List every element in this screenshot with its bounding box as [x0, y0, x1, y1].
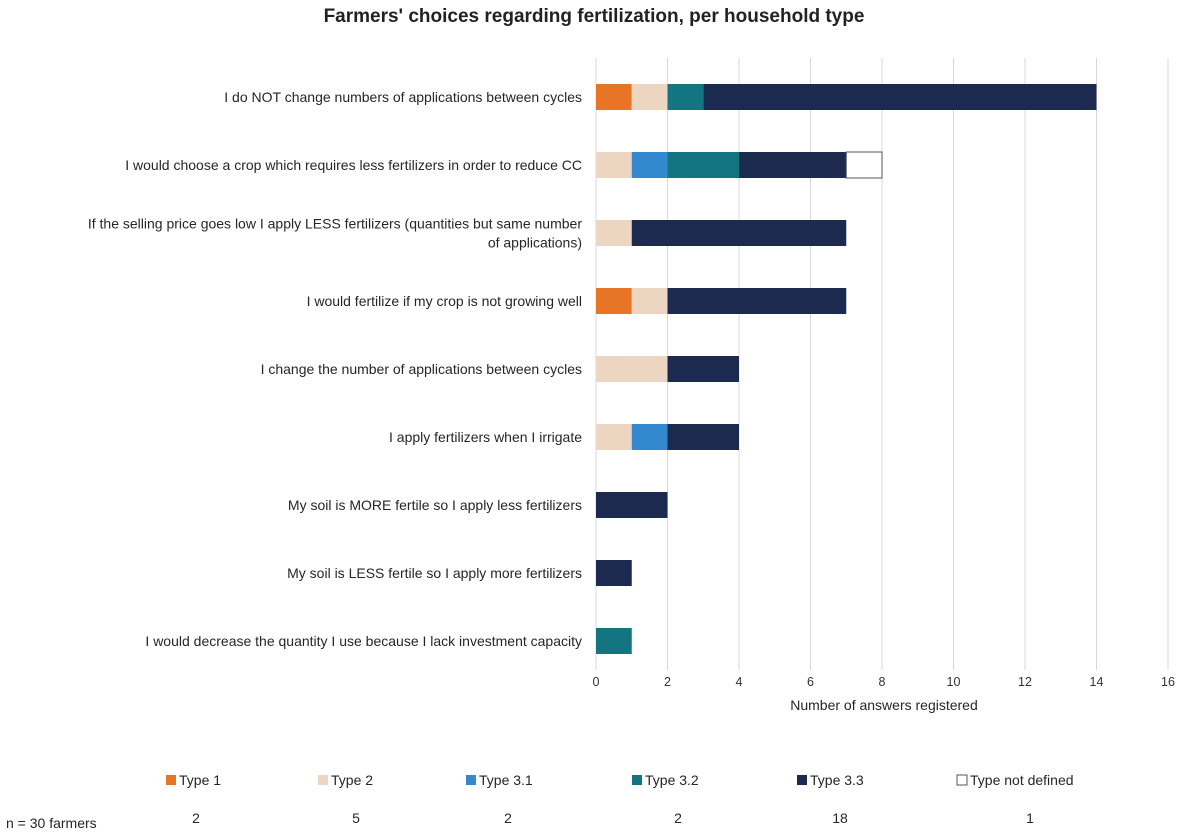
category-label: If the selling price goes low I apply LE…	[88, 216, 582, 232]
x-axis-title: Number of answers registered	[790, 697, 978, 713]
x-tick-label: 0	[593, 675, 600, 689]
legend-swatch	[318, 775, 328, 785]
bar-segment	[596, 84, 632, 110]
bar-segment	[667, 356, 739, 382]
bar-segment	[596, 288, 632, 314]
category-label: I apply fertilizers when I irrigate	[389, 429, 582, 445]
sample-count: 5	[352, 810, 360, 826]
bar-segment	[631, 424, 668, 450]
bar-segment	[739, 152, 847, 178]
legend-label: Type not defined	[970, 772, 1074, 788]
category-label: I would fertilize if my crop is not grow…	[307, 293, 582, 309]
chart-title: Farmers' choices regarding fertilization…	[323, 6, 865, 27]
bar-segment	[631, 84, 668, 110]
x-tick-label: 6	[807, 675, 814, 689]
bar-segment	[667, 288, 847, 314]
bar-segment	[596, 628, 632, 654]
sample-count: 2	[504, 810, 512, 826]
bar-segment	[596, 424, 632, 450]
sample-size-label: n = 30 farmers	[6, 815, 97, 831]
bars	[596, 84, 1097, 654]
bar-segment	[631, 220, 847, 246]
legend: Type 1 Type 2 Type 3.1 Type 3.2 Type 3.3 Type…	[166, 772, 1074, 788]
category-labels: I do NOT change numbers of applications …	[88, 89, 582, 649]
bar-segment	[631, 288, 668, 314]
x-tick-label: 4	[736, 675, 743, 689]
x-tick-label: 8	[879, 675, 886, 689]
legend-label: Type 3.2	[645, 772, 699, 788]
category-label: My soil is MORE fertile so I apply less …	[288, 497, 582, 513]
sample-count: 1	[1026, 810, 1034, 826]
category-label: I would decrease the quantity I use beca…	[145, 633, 582, 649]
bar-segment	[596, 356, 668, 382]
bar-segment	[667, 424, 739, 450]
legend-label: Type 3.3	[810, 772, 864, 788]
x-axis-ticks: 0 2 4 6 8 10 12 14 16	[593, 675, 1175, 689]
bar-segment	[667, 84, 704, 110]
bar-segment	[703, 84, 1097, 110]
legend-label: Type 2	[331, 772, 373, 788]
legend-swatch	[466, 775, 476, 785]
x-tick-label: 10	[947, 675, 961, 689]
legend-swatch	[166, 775, 176, 785]
x-tick-label: 14	[1090, 675, 1104, 689]
legend-label: Type 1	[179, 772, 221, 788]
x-tick-label: 12	[1018, 675, 1032, 689]
sample-counts: 2 5 2 2 18 1	[192, 810, 1034, 826]
bar-segment	[631, 152, 668, 178]
bar-segment	[596, 220, 632, 246]
category-label: My soil is LESS fertile so I apply more …	[287, 565, 582, 581]
bar-segment	[596, 560, 632, 586]
sample-count: 18	[832, 810, 848, 826]
category-label: I would choose a crop which requires les…	[125, 157, 582, 173]
category-label: I do NOT change numbers of applications …	[224, 89, 582, 105]
x-tick-label: 2	[664, 675, 671, 689]
category-label: I change the number of applications betw…	[261, 361, 582, 377]
x-tick-label: 16	[1161, 675, 1175, 689]
legend-label: Type 3.1	[479, 772, 533, 788]
legend-swatch	[797, 775, 807, 785]
sample-count: 2	[674, 810, 682, 826]
legend-swatch	[956, 774, 968, 786]
legend-swatch	[632, 775, 642, 785]
bar-segment	[596, 152, 632, 178]
sample-count: 2	[192, 810, 200, 826]
bar-segment	[596, 492, 668, 518]
category-label: of applications)	[488, 235, 582, 251]
bar-segment	[845, 151, 883, 179]
bar-segment	[667, 152, 739, 178]
